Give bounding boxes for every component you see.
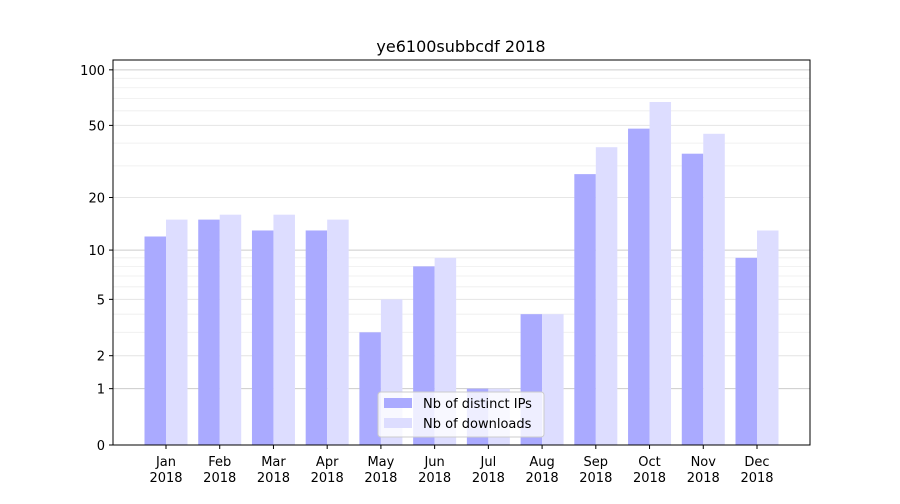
x-tick-label: Nov	[691, 455, 717, 470]
bar-downloads	[595, 147, 618, 445]
bar-downloads	[166, 219, 188, 445]
bar-distinct-ips	[735, 257, 757, 445]
bar-downloads	[219, 214, 242, 445]
bar-distinct-ips	[198, 219, 220, 445]
bar-distinct-ips	[305, 230, 328, 445]
x-tick-label: 2018	[472, 471, 505, 486]
y-tick-label: 50	[88, 119, 105, 134]
y-tick-label: 1	[97, 383, 105, 398]
x-tick-label: 2018	[526, 471, 559, 486]
bar-downloads	[327, 219, 349, 445]
bar-distinct-ips	[359, 332, 381, 445]
x-tick-label: Aug	[529, 455, 554, 470]
x-tick-label: Feb	[208, 455, 231, 470]
bar-distinct-ips	[681, 153, 704, 446]
y-tick-label: 10	[88, 244, 105, 259]
x-tick-label: Jul	[480, 455, 497, 470]
x-tick-label: Sep	[584, 455, 609, 470]
x-tick-label: 2018	[203, 471, 236, 486]
x-tick-label: Oct	[638, 455, 660, 470]
bar-distinct-ips	[574, 174, 596, 445]
x-tick-label: Dec	[744, 455, 769, 470]
x-tick-label: May	[367, 455, 394, 470]
y-tick-label: 100	[80, 64, 105, 79]
x-tick-label: 2018	[687, 471, 720, 486]
bar-downloads	[649, 102, 672, 445]
legend-label: Nb of downloads	[423, 417, 532, 432]
x-tick-label: 2018	[579, 471, 612, 486]
plot-frame	[112, 59, 811, 446]
bar-distinct-ips	[628, 128, 650, 446]
legend-box	[377, 391, 545, 438]
bar-downloads	[273, 214, 295, 445]
legend-swatch	[384, 398, 412, 408]
bar-downloads	[542, 314, 564, 445]
chart-title: ye6100subbcdf 2018	[376, 37, 545, 56]
legend-swatch	[384, 418, 412, 428]
x-tick-label: 2018	[418, 471, 451, 486]
x-tick-label: 2018	[311, 471, 344, 486]
legend-label: Nb of distinct IPs	[423, 397, 532, 412]
y-tick-label: 20	[88, 192, 105, 207]
x-tick-label: 2018	[257, 471, 290, 486]
x-tick-label: 2018	[740, 471, 773, 486]
x-tick-label: Apr	[316, 455, 339, 470]
y-tick-label: 2	[97, 350, 105, 365]
bar-distinct-ips	[251, 230, 274, 445]
x-tick-label: 2018	[364, 471, 397, 486]
bar-downloads	[703, 133, 725, 446]
x-tick-label: Jun	[423, 455, 444, 470]
x-tick-label: 2018	[633, 471, 666, 486]
bar-distinct-ips	[144, 236, 166, 445]
x-tick-label: 2018	[149, 471, 182, 486]
legend: Nb of distinct IPs Nb of downloads	[377, 391, 545, 438]
x-tick-label: Mar	[261, 455, 286, 470]
y-tick-label: 5	[97, 293, 105, 308]
y-tick-label: 0	[97, 439, 105, 454]
bar-downloads	[757, 230, 779, 445]
x-tick-label: Jan	[155, 455, 176, 470]
